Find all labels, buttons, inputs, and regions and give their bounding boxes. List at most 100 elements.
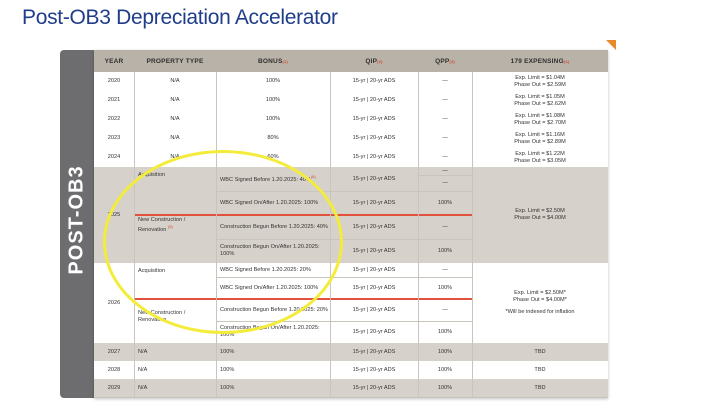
property-type-cell: N/A <box>170 154 180 160</box>
year-cell: 2023 <box>107 135 121 141</box>
qpp-cell: — <box>442 266 448 273</box>
bonus-cell: Construction Begun Before 1.20.2025: 40% <box>220 223 328 230</box>
table-row: 2022 N/A 100% 15-yr | 20-yr ADS — Exp. L… <box>94 110 608 130</box>
divider <box>418 175 472 176</box>
qpp-cell: 100% <box>437 366 453 373</box>
header-year: YEAR <box>94 50 134 72</box>
qpp-cell: — <box>442 179 448 186</box>
side-band <box>60 50 94 398</box>
bonus-cell: Construction Begun On/After 1.20.2025: 1… <box>220 244 320 257</box>
corner-accent-icon <box>606 40 616 50</box>
bonus-cell: 100% <box>220 384 235 391</box>
property-type-cell: N/A <box>138 348 148 355</box>
property-type-cell: N/A <box>138 384 148 391</box>
header-property-type: PROPERTY TYPE <box>134 50 216 72</box>
column-separator <box>418 72 419 397</box>
header-qpp: QPP (3) <box>418 50 472 72</box>
header-bonus: BONUS (1) <box>216 50 330 72</box>
year-cell: 2029 <box>107 384 121 391</box>
qip-cell: 15-yr | 20-yr ADS <box>352 247 396 254</box>
bonus-cell: 80% <box>267 135 279 141</box>
expensing-cell: Exp. Limit = $1.08M Phase Out = $2.70M <box>514 112 566 126</box>
category-divider <box>134 298 472 300</box>
table-row: 2024 N/A 60% 15-yr | 20-yr ADS — Exp. Li… <box>94 148 608 168</box>
expensing-cell: TBD <box>534 348 546 355</box>
bonus-cell: WBC Signed On/After 1.20.2025: 100% <box>220 284 319 291</box>
expensing-cell: Exp. Limit = $1.04M Phase Out = $2.59M <box>514 74 566 88</box>
expensing-cell: Exp. Limit = $2.50M Phase Out = $4.00M <box>514 208 566 221</box>
year-cell: 2028 <box>107 366 121 373</box>
expensing-cell: Exp. Limit = $1.22M Phase Out = $3.05M <box>514 150 566 164</box>
divider <box>216 321 472 322</box>
bonus-cell: WBC Signed On/After 1.20.2025: 100% <box>220 199 319 206</box>
year-cell: 2026 <box>107 299 121 306</box>
property-type-new-construction: New Construction / Renovation <box>138 310 186 323</box>
table-row: 2023 N/A 80% 15-yr | 20-yr ADS — Exp. Li… <box>94 129 608 149</box>
qpp-cell: — <box>442 154 448 160</box>
table-row: 2027 N/A 100% 15-yr | 20-yr ADS 100% TBD <box>94 343 608 362</box>
table-row-2025: 2025 Acquisition New Construction / Reno… <box>94 167 608 264</box>
expensing-cell: Exp. Limit = $1.16M Phase Out = $2.89M <box>514 131 566 145</box>
year-cell: 2027 <box>107 348 121 355</box>
qip-cell: 15-yr | 20-yr ADS <box>352 328 396 335</box>
column-separator <box>472 72 473 397</box>
bonus-cell: 100% <box>220 348 235 355</box>
qpp-cell: 100% <box>437 199 453 206</box>
side-label: POST-OB3 <box>65 165 88 275</box>
divider <box>216 239 472 240</box>
property-type-cell: N/A <box>170 135 180 141</box>
bonus-cell: 100% <box>265 78 281 84</box>
qip-cell: 15-yr | 20-yr ADS <box>352 135 396 141</box>
depreciation-table: YEAR PROPERTY TYPE BONUS (1) QIP (2) QPP (3… <box>94 50 608 398</box>
year-cell: 2022 <box>107 116 121 122</box>
table-row: 2021 N/A 100% 15-yr | 20-yr ADS — Exp. L… <box>94 91 608 111</box>
bonus-cell: WBC Signed Before 1.20.2025: 40%(6) <box>220 174 316 183</box>
qpp-cell: 100% <box>437 348 453 355</box>
property-type-acquisition: Acquisition <box>138 171 166 178</box>
year-cell: 2024 <box>107 154 121 160</box>
expensing-cell: Exp. Limit = $2.50M* Phase Out = $4.00M* *… <box>505 289 575 316</box>
bonus-cell: 60% <box>267 154 279 160</box>
qpp-cell: — <box>442 78 448 84</box>
qpp-cell: — <box>442 167 448 174</box>
divider <box>216 277 472 278</box>
qip-cell: 15-yr | 20-yr ADS <box>352 366 396 373</box>
slide-title: Post-OB3 Depreciation Accelerator <box>22 6 338 29</box>
table-row: 2029 N/A 100% 15-yr | 20-yr ADS 100% TBD <box>94 379 608 398</box>
qip-cell: 15-yr | 20-yr ADS <box>352 154 396 160</box>
qpp-cell: 100% <box>437 247 453 254</box>
bonus-cell: 100% <box>265 116 281 122</box>
qip-cell: 15-yr | 20-yr ADS <box>352 199 396 206</box>
qip-cell: 15-yr | 20-yr ADS <box>352 116 396 122</box>
qpp-cell: — <box>442 135 448 141</box>
year-cell: 2025 <box>107 211 121 218</box>
bonus-cell: 100% <box>220 366 235 373</box>
qpp-cell: 100% <box>437 284 453 291</box>
property-type-acquisition: Acquisition <box>138 267 166 274</box>
expensing-cell: TBD <box>534 384 546 391</box>
qip-cell: 15-yr | 20-yr ADS <box>352 384 396 391</box>
qip-cell: 15-yr | 20-yr ADS <box>352 348 396 355</box>
column-separator <box>216 72 217 397</box>
qpp-cell: — <box>442 306 448 313</box>
expensing-cell: Exp. Limit = $1.05M Phase Out = $2.62M <box>514 93 566 107</box>
qpp-cell: — <box>442 116 448 122</box>
column-separator <box>330 72 331 397</box>
qpp-cell: 100% <box>437 328 453 335</box>
qip-cell: 15-yr | 20-yr ADS <box>352 223 396 230</box>
bonus-cell: WBC Signed Before 1.20.2025: 20% <box>220 266 311 273</box>
column-separator <box>134 72 135 397</box>
inflation-note: *Will be indexed for inflation <box>505 309 575 316</box>
qip-cell: 15-yr | 20-yr ADS <box>352 175 396 182</box>
qip-cell: 15-yr | 20-yr ADS <box>352 97 396 103</box>
expensing-cell: TBD <box>534 366 546 373</box>
property-type-new-construction: New Construction / Renovation (5) <box>138 216 186 233</box>
table-row: 2028 N/A 100% 15-yr | 20-yr ADS 100% TBD <box>94 361 608 380</box>
divider <box>216 191 472 192</box>
qip-cell: 15-yr | 20-yr ADS <box>352 266 396 273</box>
category-divider <box>134 214 472 216</box>
qip-cell: 15-yr | 20-yr ADS <box>352 284 396 291</box>
table-row: 2020 N/A 100% 15-yr | 20-yr ADS — Exp. L… <box>94 72 608 92</box>
property-type-cell: N/A <box>170 78 180 84</box>
header-qip: QIP (2) <box>330 50 418 72</box>
